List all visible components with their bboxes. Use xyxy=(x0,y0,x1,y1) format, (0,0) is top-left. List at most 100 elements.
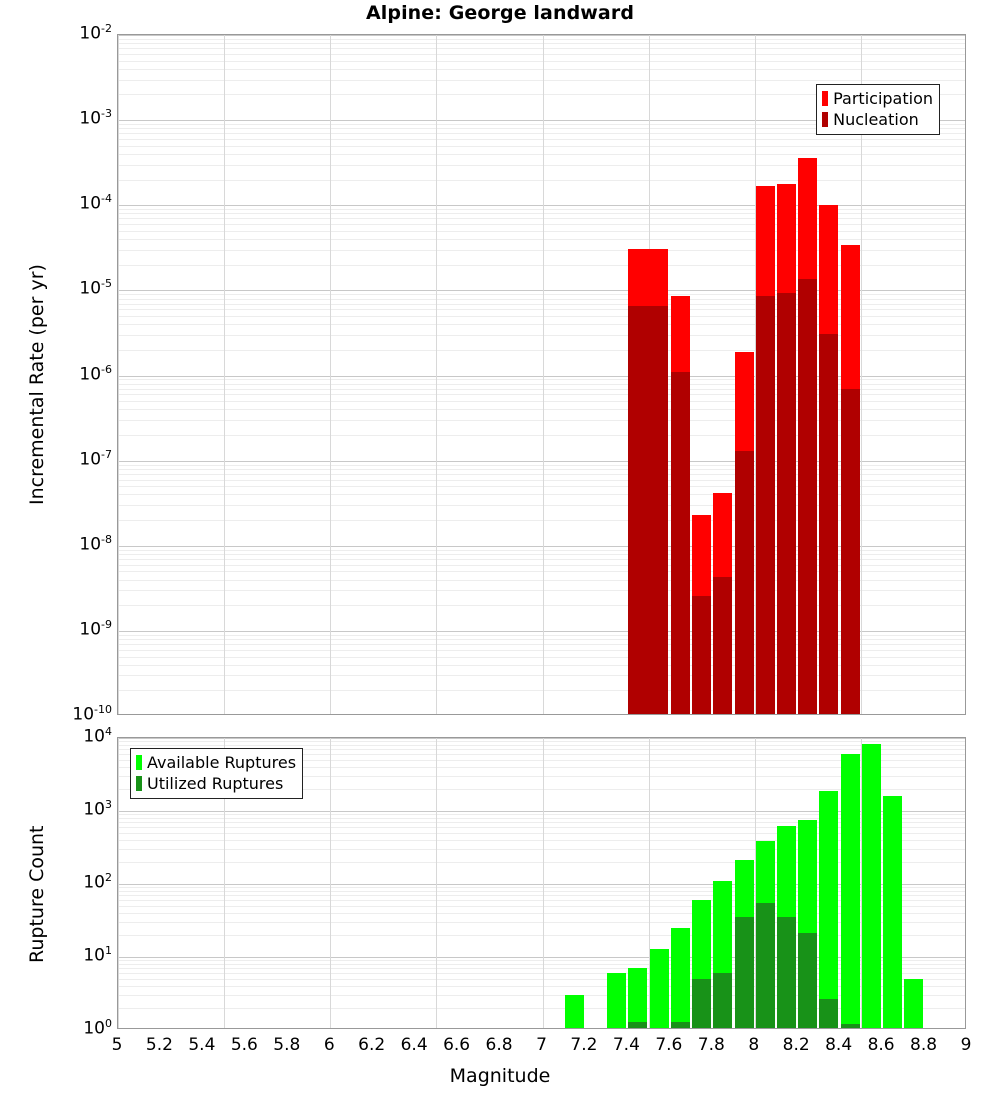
x-axis-title: Magnitude xyxy=(449,1065,551,1087)
bar-nucleation xyxy=(756,296,775,714)
y-axis-tick-label: 10-7 xyxy=(79,447,112,470)
gridline-minor xyxy=(118,180,965,181)
gridline-minor xyxy=(118,922,965,923)
gridline-minor xyxy=(118,913,965,914)
gridline-minor xyxy=(118,165,965,166)
gridline-minor xyxy=(118,550,965,551)
gridline-minor xyxy=(118,833,965,834)
gridline-major xyxy=(118,376,965,377)
bar-utilized-ruptures xyxy=(671,1022,690,1028)
gridline-minor xyxy=(118,657,965,658)
gridline-minor xyxy=(118,862,965,863)
gridline-minor xyxy=(118,639,965,640)
x-axis-tick-label: 6 xyxy=(323,1035,335,1055)
gridline-minor xyxy=(118,741,965,742)
gridline-vertical xyxy=(330,35,331,714)
gridline-minor xyxy=(118,250,965,251)
legend-item-utilized-ruptures: Utilized Ruptures xyxy=(136,773,296,794)
gridline-minor xyxy=(118,565,965,566)
x-axis-tick-label: 8.4 xyxy=(825,1035,853,1055)
y-axis-tick-label: 10-5 xyxy=(79,277,112,300)
gridline-minor xyxy=(118,745,965,746)
gridline-minor xyxy=(118,146,965,147)
gridline-minor xyxy=(118,401,965,402)
gridline-minor xyxy=(118,818,965,819)
y-axis-tick-label: 10-2 xyxy=(79,22,112,44)
y-axis-tick-label: 10-8 xyxy=(79,532,112,555)
bar-utilized-ruptures xyxy=(735,917,754,1028)
x-axis-tick-label: 8 xyxy=(748,1035,760,1055)
bar-utilized-ruptures xyxy=(692,979,711,1028)
gridline-vertical xyxy=(543,738,544,1028)
y-axis-tick-label: 10-6 xyxy=(79,362,112,385)
gridline-vertical xyxy=(861,738,862,1028)
gridline-minor xyxy=(118,239,965,240)
gridline-minor xyxy=(118,635,965,636)
y-axis-tick-label: 10-4 xyxy=(79,192,112,214)
gridline-vertical xyxy=(861,35,862,714)
gridline-minor xyxy=(118,968,965,969)
bar-available-ruptures xyxy=(650,949,669,1028)
gridline-minor xyxy=(118,124,965,125)
gridline-minor xyxy=(118,767,965,768)
gridline-minor xyxy=(118,350,965,351)
gridline-minor xyxy=(118,900,965,901)
y-axis-tick-label: 100 xyxy=(83,1017,112,1039)
gridline-major xyxy=(118,957,965,958)
legend-incremental-rate: Participation Nucleation xyxy=(816,84,940,136)
x-axis-tick-label: 6.2 xyxy=(358,1035,386,1055)
gridline-minor xyxy=(118,299,965,300)
x-axis-tick-label: 7.6 xyxy=(655,1035,683,1055)
gridline-minor xyxy=(118,316,965,317)
gridline-major xyxy=(118,631,965,632)
gridline-minor xyxy=(118,304,965,305)
x-axis-tick-label: 7 xyxy=(536,1035,547,1055)
y-axis-title-top: Incremental Rate (per yr) xyxy=(26,263,48,505)
legend-swatch-participation xyxy=(822,91,829,107)
legend-item-available-ruptures: Available Ruptures xyxy=(136,752,296,773)
legend-label-nucleation: Nucleation xyxy=(833,110,919,130)
gridline-vertical xyxy=(118,738,119,1028)
legend-swatch-available-ruptures xyxy=(136,755,142,771)
bar-nucleation xyxy=(798,279,817,714)
x-axis-tick-label: 6.8 xyxy=(485,1035,513,1055)
gridline-minor xyxy=(118,760,965,761)
gridline-minor xyxy=(118,827,965,828)
x-axis-tick-label: 6.6 xyxy=(443,1035,471,1055)
gridline-minor xyxy=(118,571,965,572)
bar-nucleation xyxy=(841,389,860,714)
bar-nucleation xyxy=(671,372,690,714)
bar-available-ruptures xyxy=(883,796,902,1028)
gridline-minor xyxy=(118,469,965,470)
gridline-major xyxy=(118,120,965,121)
gridline-minor xyxy=(118,964,965,965)
x-axis-tick-label: 6.4 xyxy=(400,1035,428,1055)
gridline-minor xyxy=(118,754,965,755)
bar-available-ruptures xyxy=(819,791,838,1028)
gridline-minor xyxy=(118,133,965,134)
x-axis-tick-label: 8.8 xyxy=(910,1035,938,1055)
gridline-minor xyxy=(118,505,965,506)
rupture-count-plot: Available Ruptures Utilized Ruptures xyxy=(117,737,966,1029)
bar-utilized-ruptures xyxy=(628,1022,647,1028)
gridline-minor xyxy=(118,814,965,815)
gridline-minor xyxy=(118,960,965,961)
gridline-minor xyxy=(118,822,965,823)
x-axis-tick-label: 5.4 xyxy=(188,1035,216,1055)
gridline-minor xyxy=(118,154,965,155)
x-axis-tick-label: 7.4 xyxy=(612,1035,640,1055)
legend-swatch-utilized-ruptures xyxy=(136,776,142,792)
gridline-vertical xyxy=(649,738,650,1028)
page-title: Alpine: George landward xyxy=(365,2,635,24)
y-axis-tick-label: 103 xyxy=(83,798,112,820)
gridline-minor xyxy=(118,324,965,325)
gridline-major xyxy=(118,738,965,739)
gridline-minor xyxy=(118,480,965,481)
bar-nucleation xyxy=(777,293,796,714)
grid-bottom xyxy=(118,738,965,1028)
x-axis-tick-label: 5.6 xyxy=(230,1035,258,1055)
x-axis-tick-label: 9 xyxy=(960,1035,972,1055)
legend-label-participation: Participation xyxy=(833,89,933,108)
gridline-minor xyxy=(118,61,965,62)
bar-available-ruptures xyxy=(607,973,626,1028)
